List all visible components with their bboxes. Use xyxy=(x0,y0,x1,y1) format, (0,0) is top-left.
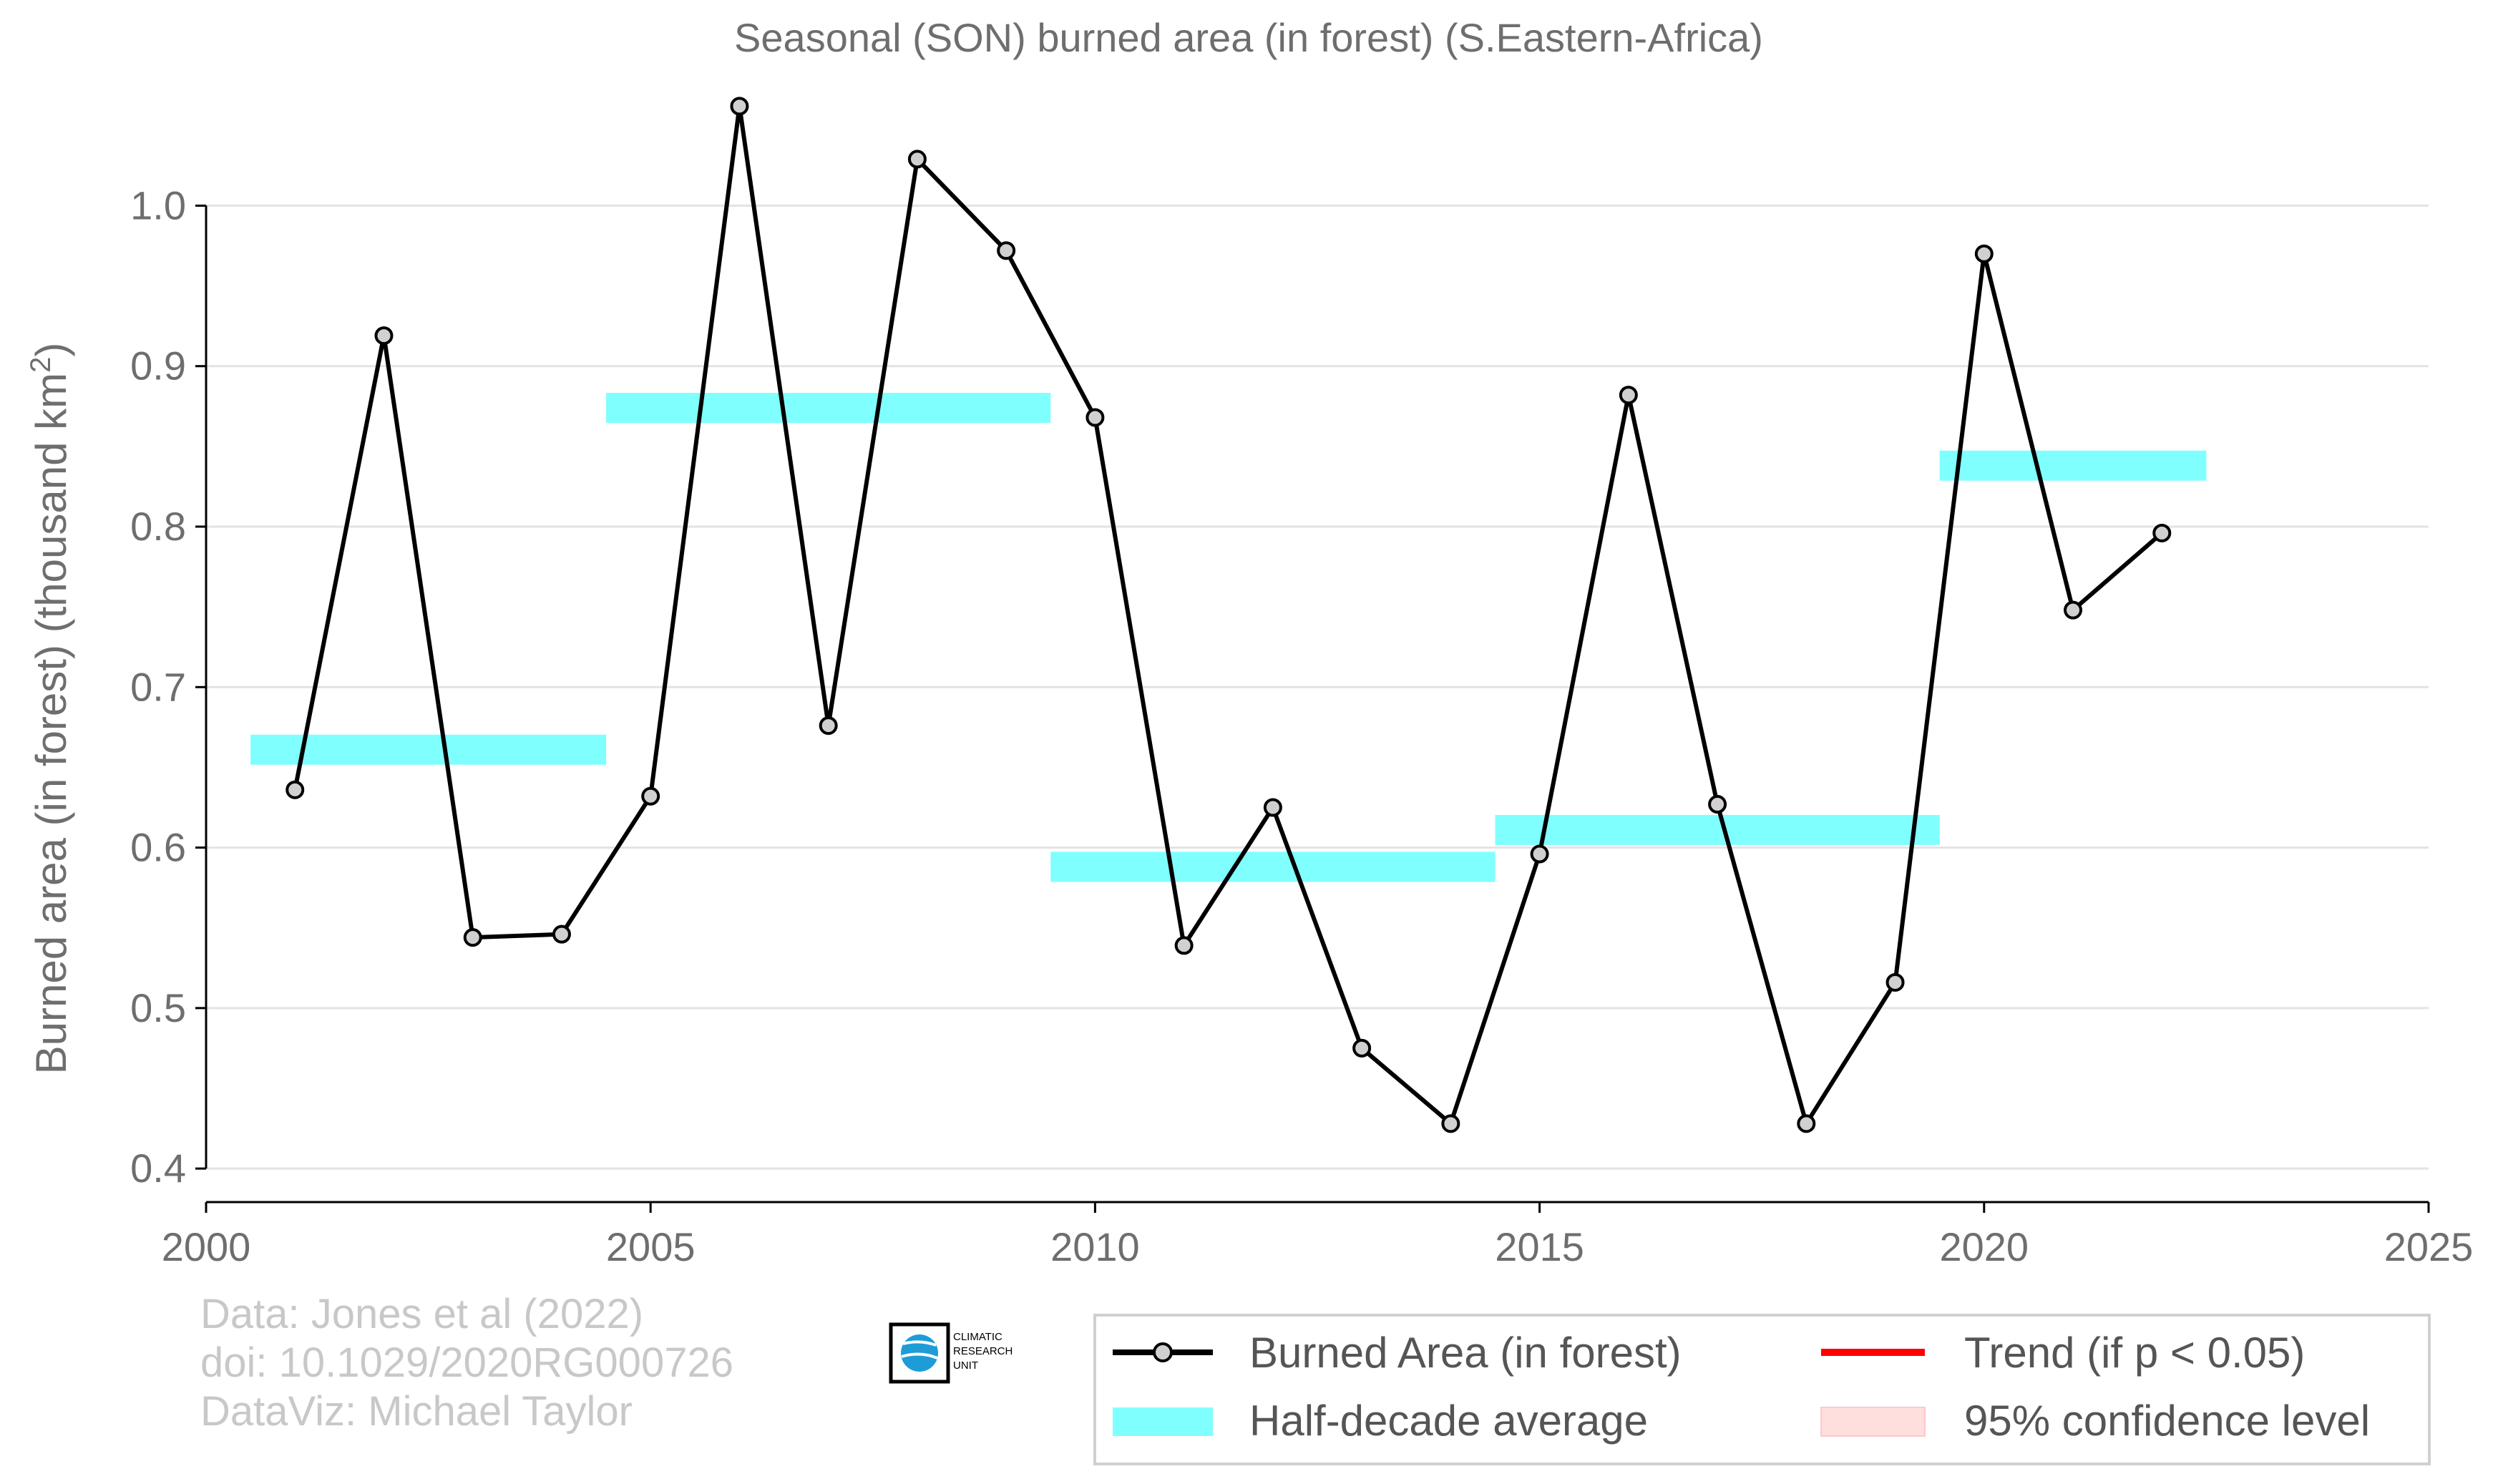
burned-area-point xyxy=(1708,795,1727,814)
logo-text-line1: CLIMATIC xyxy=(953,1331,1002,1343)
burned-area-point xyxy=(2152,523,2172,542)
grid-lines xyxy=(206,204,2429,1170)
burned-area-point xyxy=(1085,408,1105,427)
logo-frame xyxy=(889,1322,950,1384)
y-axis-label-superscript: 2 xyxy=(25,357,57,373)
credit-data-source: Data: Jones et al (2022) xyxy=(200,1291,643,1337)
burned-area-point xyxy=(997,241,1016,260)
x-tick-label: 2000 xyxy=(162,1224,251,1269)
burned-area-point xyxy=(1263,798,1282,817)
x-tick-label: 2015 xyxy=(1495,1224,1584,1269)
y-tick-label: 0.6 xyxy=(130,825,186,870)
credit-doi: doi: 10.1029/2020RG000726 xyxy=(200,1339,733,1386)
y-tick-label: 0.7 xyxy=(130,664,186,709)
legend-label-half-decade: Half-decade average xyxy=(1249,1397,1648,1445)
logo-swoosh-icon xyxy=(901,1340,938,1359)
logo-text-line3: UNIT xyxy=(953,1359,978,1372)
half-decade-average-bar xyxy=(1495,814,1940,845)
burned-area-point xyxy=(1174,936,1194,955)
logo-text-line2: RESEARCH xyxy=(953,1345,1013,1357)
cru-logo: CLIMATIC RESEARCH UNIT xyxy=(889,1322,1013,1384)
burned-area-point xyxy=(1441,1114,1460,1133)
burned-area-point xyxy=(286,780,305,799)
y-tick-label: 0.9 xyxy=(130,343,186,389)
x-tick-label: 2005 xyxy=(606,1224,696,1269)
y-axis-label: Burned area (in forest) (thousand km2) xyxy=(25,343,75,1075)
burned-area-point xyxy=(819,716,838,736)
half-decade-average-bar xyxy=(1050,851,1496,882)
legend-label-burned-area: Burned Area (in forest) xyxy=(1249,1329,1682,1377)
burned-area-point xyxy=(1619,386,1638,405)
legend-label-trend: Trend (if p < 0.05) xyxy=(1964,1329,2305,1377)
y-axis-label-close: ) xyxy=(27,343,75,357)
half-decade-average-bar xyxy=(1939,450,2207,481)
x-axis-ticks: 2000 2005 2010 2015 2020 2025 xyxy=(162,1202,2474,1269)
legend-label-confidence: 95% confidence level xyxy=(1964,1397,2370,1445)
y-axis-label-main: Burned area (in forest) (thousand km xyxy=(27,373,75,1074)
y-tick-label: 0.5 xyxy=(130,985,186,1030)
burned-area-point xyxy=(1530,844,1549,864)
burned-area-point xyxy=(463,928,482,947)
burned-area-point xyxy=(1797,1114,1816,1133)
burned-area-point xyxy=(2064,600,2083,620)
burned-area-line xyxy=(293,104,2164,1126)
burned-area-point xyxy=(1974,244,1994,263)
x-tick-label: 2020 xyxy=(1940,1224,2029,1269)
y-axis-ticks: 0.4 0.5 0.6 0.7 0.8 0.9 1.0 xyxy=(130,182,206,1191)
y-tick-label: 0.8 xyxy=(130,504,186,549)
credit-dataviz: DataViz: Michael Taylor xyxy=(200,1388,633,1435)
legend: Burned Area (in forest) Trend (if p < 0.… xyxy=(1093,1314,2431,1465)
half-decade-average-bar xyxy=(606,393,1051,424)
burned-area-point xyxy=(641,786,660,806)
burned-area-point xyxy=(552,924,571,944)
chart-title: Seasonal (SON) burned area (in forest) (… xyxy=(734,15,1763,60)
legend-confidence-swatch xyxy=(1820,1407,1926,1437)
legend-box xyxy=(1093,1314,2431,1465)
y-tick-label: 1.0 xyxy=(130,182,186,228)
x-tick-label: 2010 xyxy=(1050,1224,1140,1269)
legend-marker-swatch xyxy=(1153,1342,1173,1362)
burned-area-points xyxy=(286,97,2172,1133)
burned-area-point xyxy=(730,97,749,116)
burned-area-point xyxy=(374,326,394,346)
y-tick-label: 0.4 xyxy=(130,1146,186,1191)
legend-average-swatch xyxy=(1113,1407,1213,1436)
burned-area-point xyxy=(1352,1038,1372,1058)
half-decade-average-bars xyxy=(250,393,2207,882)
x-tick-label: 2025 xyxy=(2384,1224,2474,1269)
burned-area-point xyxy=(907,150,927,169)
burned-area-point xyxy=(1885,972,1905,992)
half-decade-average-bar xyxy=(250,734,607,765)
